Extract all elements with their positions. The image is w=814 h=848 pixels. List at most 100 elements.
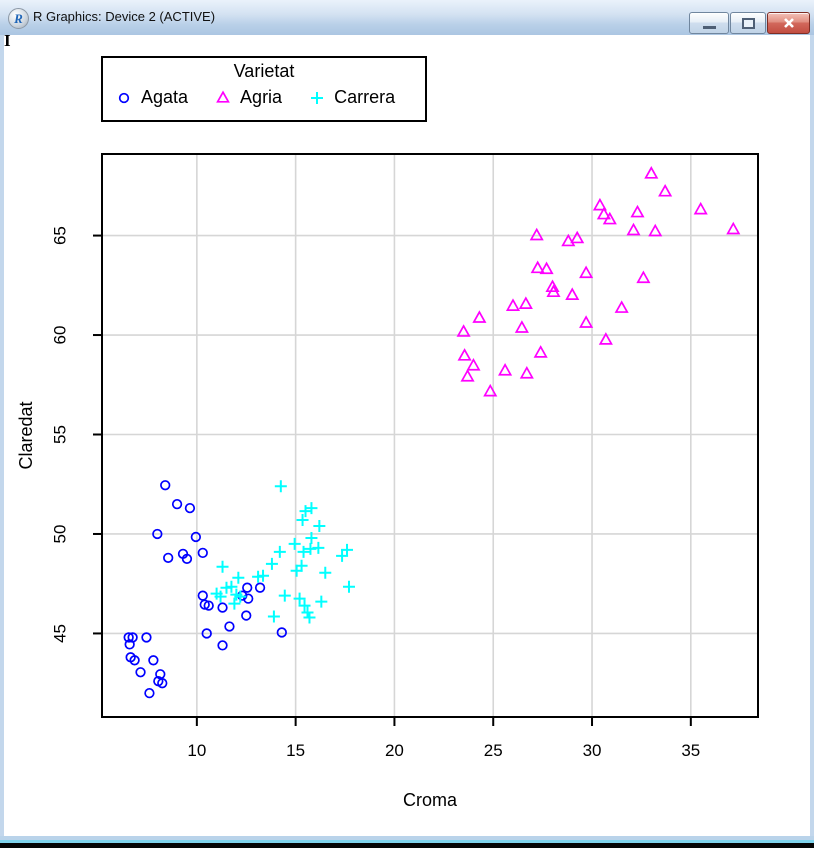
data-point-triangle [565, 287, 580, 300]
x-tick-label: 25 [484, 741, 503, 760]
data-point-circle [129, 655, 140, 666]
triangle-marker-icon [216, 89, 230, 103]
y-axis-title: Claredat [16, 401, 36, 469]
data-point-plus [216, 560, 229, 573]
plot-border [101, 153, 759, 718]
data-point-triangle [529, 227, 544, 241]
data-point-triangle [518, 296, 533, 309]
data-point-circle [123, 632, 134, 643]
data-point-circle [201, 628, 212, 639]
data-point-circle [135, 667, 146, 678]
data-point-plus [288, 537, 301, 550]
minimize-icon [702, 26, 716, 29]
data-point-triangle [644, 166, 659, 179]
data-point-triangle [530, 260, 545, 274]
y-tick-label: 65 [51, 226, 70, 245]
data-point-plus [267, 610, 280, 623]
data-point-triangle [514, 320, 529, 333]
stray-text-artifact: I [4, 31, 11, 50]
data-point-triangle [598, 332, 613, 345]
x-axis-title: Croma [403, 790, 458, 810]
data-point-triangle [457, 348, 472, 361]
data-point-plus [299, 505, 312, 518]
gridlines [102, 154, 758, 717]
minimize-button[interactable] [689, 12, 729, 34]
axis-ticks [93, 234, 692, 726]
data-point-plus [336, 549, 349, 562]
data-point-plus [312, 541, 325, 554]
data-point-plus [305, 502, 318, 515]
legend-title: Varietat [233, 61, 295, 81]
data-point-circle [190, 531, 202, 543]
data-point-circle [197, 547, 208, 559]
data-point-plus [319, 566, 332, 579]
data-point-plus [313, 520, 326, 533]
data-point-triangle [579, 265, 594, 279]
data-point-plus [297, 545, 310, 558]
data-point-circle [276, 627, 287, 638]
scatter-plot: 10 15 20 25 30 35 45 50 55 60 65 Croma Claredat [16, 153, 759, 810]
legend-item-agria: Agria [214, 87, 282, 108]
window-border-left [0, 35, 4, 838]
data-point-triangle [658, 183, 673, 197]
data-point-triangle [483, 383, 498, 397]
r-logo-icon: R [8, 8, 29, 29]
data-point-plus [305, 531, 318, 544]
x-tick-label: 15 [286, 741, 305, 760]
data-point-plus [273, 545, 286, 558]
data-point-triangle [561, 233, 576, 247]
data-point-triangle [498, 363, 513, 376]
x-tick-label: 30 [583, 741, 602, 760]
plot-canvas [4, 35, 810, 836]
data-point-triangle [466, 358, 481, 371]
circle-marker-icon [118, 92, 130, 103]
window-title: R Graphics: Device 2 (ACTIVE) [33, 9, 216, 24]
data-point-triangle [596, 206, 611, 220]
data-point-plus [290, 564, 303, 577]
data-point-triangle [614, 300, 629, 313]
data-point-plus [274, 480, 287, 493]
close-button[interactable] [767, 12, 810, 34]
plus-marker-icon [311, 91, 324, 104]
data-point-triangle [630, 204, 645, 218]
data-point-circle [241, 610, 252, 621]
data-point-plus [278, 589, 291, 602]
screen-edge [0, 843, 814, 848]
legend-item-agata: Agata [115, 87, 188, 108]
data-point-triangle [460, 368, 475, 382]
data-point-plus [232, 571, 245, 584]
data-point-circle [217, 640, 228, 651]
data-point-circle [163, 552, 174, 563]
data-point-circle [124, 639, 135, 650]
y-tick-label: 45 [51, 624, 70, 643]
data-point-plus [214, 590, 227, 603]
data-point-triangle [726, 221, 741, 235]
restore-button[interactable] [730, 12, 766, 34]
data-point-triangle [648, 223, 663, 237]
data-point-plus [228, 597, 241, 610]
series-agata [123, 480, 287, 699]
data-point-triangle [579, 315, 594, 328]
restore-icon [741, 17, 755, 29]
data-point-plus [293, 592, 306, 605]
title-bar[interactable]: R R Graphics: Device 2 (ACTIVE) [0, 0, 814, 36]
legend: Varietat Agata Agria Carrera [101, 56, 427, 122]
data-point-circle [152, 528, 163, 540]
data-point-triangle [626, 222, 641, 236]
data-point-triangle [592, 197, 607, 211]
data-point-plus [296, 514, 309, 527]
data-point-triangle [456, 324, 471, 337]
y-tick-label: 50 [51, 525, 70, 544]
data-point-circle [203, 600, 214, 611]
data-point-triangle [602, 211, 617, 225]
data-point-circle [197, 590, 208, 601]
data-point-circle [243, 593, 254, 604]
series-carrera [210, 480, 355, 624]
data-point-triangle [533, 345, 548, 358]
data-point-triangle [546, 284, 561, 298]
legend-row: Agata Agria Carrera [103, 87, 425, 108]
data-point-circle [199, 599, 210, 610]
data-point-plus [234, 590, 247, 603]
data-point-circle [148, 655, 159, 666]
